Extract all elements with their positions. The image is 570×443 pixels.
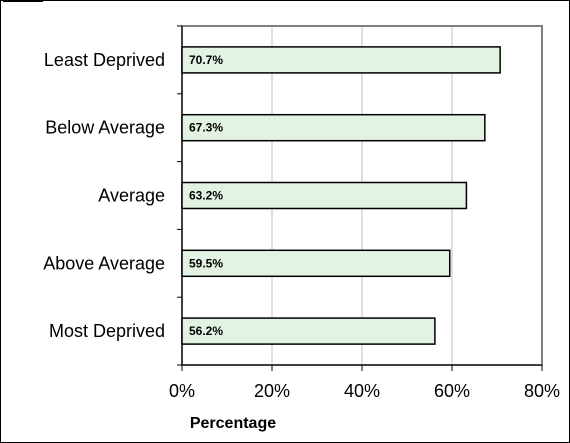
x-tick-label: 0% [169,381,195,401]
x-tick-label: 20% [254,381,290,401]
x-axis-title: Percentage [190,415,276,432]
data-label: 70.7% [189,53,223,67]
bar [181,46,501,74]
bar [181,113,486,142]
bar [181,249,451,278]
data-label: 63.2% [189,189,223,203]
data-label: 67.3% [189,121,223,135]
labels-layer: 0% 20% 40% 60% 80% 70.7% Least Deprived 67.3% Be… [43,50,560,401]
category-label: Above Average [43,253,165,273]
bar [181,181,468,210]
bar [181,317,436,345]
bars-layer [181,46,501,345]
cropped-title-fragment [3,1,43,2]
category-label: Average [98,186,165,206]
x-tick-label: 80% [524,381,560,401]
x-tick-label: 40% [344,381,380,401]
category-label: Most Deprived [49,321,165,341]
category-label: Below Average [45,118,165,138]
x-tick-label: 60% [434,381,470,401]
data-label: 56.2% [189,324,223,338]
data-label: 59.5% [189,256,223,270]
category-label: Least Deprived [44,50,165,70]
